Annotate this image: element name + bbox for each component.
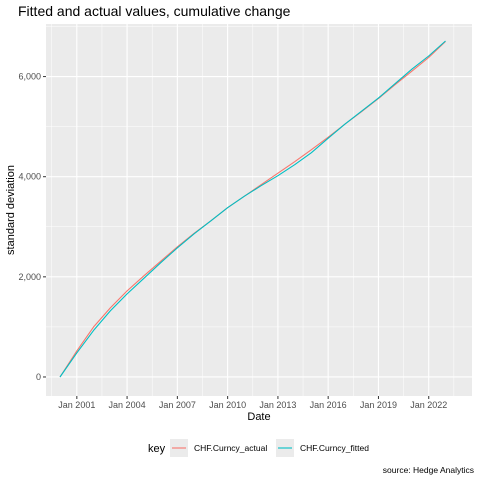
x-tick-label: Jan 2001 xyxy=(58,400,95,410)
x-tick-label: Jan 2016 xyxy=(310,400,347,410)
y-tick-label: 6,000 xyxy=(18,72,41,82)
x-tick-label: Jan 2004 xyxy=(109,400,146,410)
plot-panel xyxy=(46,24,472,396)
chart-caption: source: Hedge Analytics xyxy=(383,465,474,475)
x-tick-label: Jan 2013 xyxy=(259,400,296,410)
x-tick-label: Jan 2019 xyxy=(360,400,397,410)
legend-label-actual: CHF.Curncy_actual xyxy=(194,443,267,453)
x-tick-label: Jan 2007 xyxy=(159,400,196,410)
y-tick-label: 4,000 xyxy=(18,172,41,182)
chart-title: Fitted and actual values, cumulative cha… xyxy=(18,3,291,19)
x-axis-title: Date xyxy=(247,411,270,423)
x-axis: Jan 2001 Jan 2004 Jan 2007 Jan 2010 Jan 2013… xyxy=(58,396,447,410)
major-gridlines xyxy=(46,24,472,396)
x-tick-label: Jan 2010 xyxy=(209,400,246,410)
legend: key CHF.Curncy_actual CHF.Curncy_fitted xyxy=(148,439,369,457)
y-axis-title: standard deviation xyxy=(5,165,17,255)
y-axis: 0 2,000 4,000 6,000 xyxy=(18,72,46,382)
y-tick-label: 2,000 xyxy=(18,272,41,282)
legend-title: key xyxy=(148,443,166,455)
minor-gridlines xyxy=(46,24,472,396)
legend-label-fitted: CHF.Curncy_fitted xyxy=(300,443,369,453)
series-line-CHF.Curncy_fitted xyxy=(59,40,446,378)
y-tick-label: 0 xyxy=(36,372,41,382)
series-layer xyxy=(59,40,446,378)
x-tick-label: Jan 2022 xyxy=(410,400,447,410)
